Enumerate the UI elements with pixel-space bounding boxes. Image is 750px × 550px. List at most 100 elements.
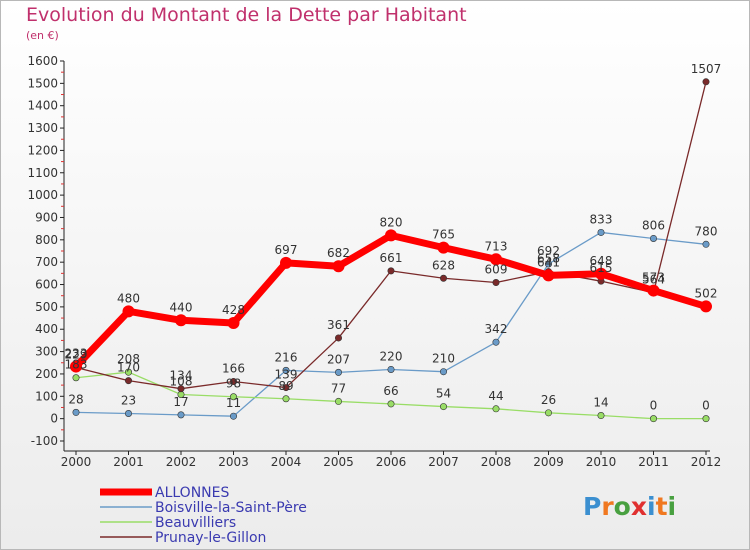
x-tick-label: 2005 [323, 455, 354, 469]
x-tick-label: 2003 [218, 455, 249, 469]
data-point [597, 228, 605, 236]
data-label: 14 [593, 396, 608, 410]
data-label: 697 [275, 243, 298, 257]
data-label: 134 [170, 369, 193, 383]
y-tick-label: 1600 [27, 54, 58, 68]
data-label: 233 [65, 347, 88, 361]
x-tick-label: 2012 [691, 455, 722, 469]
y-tick-label: 200 [35, 367, 58, 381]
data-point [702, 78, 710, 86]
data-point [175, 314, 187, 327]
data-point [125, 368, 133, 376]
data-label: 564 [642, 273, 665, 287]
chart-title: Evolution du Montant de la Dette par Hab… [26, 4, 467, 26]
logo-letter: P [583, 492, 601, 521]
logo-letter: t [656, 492, 668, 521]
data-point [332, 260, 345, 273]
y-tick-label: 300 [35, 345, 58, 359]
data-point [387, 267, 395, 275]
data-label: 166 [222, 362, 245, 376]
y-tick-label: 1100 [27, 166, 58, 180]
logo-letter: i [647, 492, 656, 521]
x-tick-label: 2010 [586, 455, 617, 469]
x-tick-label: 2002 [166, 455, 197, 469]
x-tick-label: 2006 [376, 455, 407, 469]
legend-label: Prunay-le-Gillon [155, 530, 266, 546]
data-point [702, 240, 710, 248]
data-label: 183 [65, 358, 88, 372]
y-tick-label: 0 [50, 412, 58, 426]
data-label: 66 [383, 384, 398, 398]
y-tick-label: -100 [31, 434, 58, 448]
y-tick-label: 1500 [27, 76, 58, 90]
data-point [439, 403, 447, 411]
data-label: 641 [537, 255, 560, 269]
data-point [647, 284, 660, 297]
data-point [282, 384, 290, 392]
data-point [177, 385, 185, 393]
data-point [125, 377, 133, 385]
legend-label: Beauvilliers [155, 515, 236, 531]
data-point [385, 229, 397, 242]
data-label: 28 [68, 392, 83, 406]
x-tick-label: 2007 [428, 455, 459, 469]
unit-label: (en €) [26, 29, 59, 42]
data-point [492, 279, 500, 287]
data-point [702, 415, 710, 423]
data-label: 661 [380, 251, 403, 265]
x-tick-label: 2011 [638, 455, 669, 469]
data-label: 170 [117, 361, 140, 375]
data-label: 98 [226, 377, 241, 391]
data-point [387, 400, 395, 408]
y-tick-label: 1400 [27, 99, 58, 113]
data-point [280, 256, 292, 269]
data-label: 108 [170, 375, 193, 389]
data-point [490, 253, 502, 266]
data-point [230, 412, 238, 420]
data-label: 11 [226, 396, 241, 410]
data-point [227, 316, 240, 329]
data-label: 23 [121, 394, 136, 408]
data-label: 342 [485, 322, 508, 336]
data-label: 216 [275, 350, 298, 364]
x-tick-label: 2009 [533, 455, 564, 469]
data-label: 615 [590, 261, 613, 275]
logo-letter: i [668, 492, 677, 521]
data-point [439, 368, 447, 376]
data-point [282, 366, 290, 374]
data-point [492, 405, 500, 413]
data-label: 0 [702, 399, 710, 413]
x-tick-label: 2004 [271, 455, 302, 469]
data-point [282, 395, 290, 403]
proxiti-logo: Proxiti [583, 492, 676, 521]
data-label: 0 [650, 399, 658, 413]
data-point [334, 334, 342, 342]
data-label: 44 [488, 389, 503, 403]
data-point [649, 234, 657, 242]
data-label: 648 [590, 254, 613, 268]
data-point [177, 411, 185, 419]
data-label: 682 [327, 246, 350, 260]
legend: ALLONNESBoisville-la-Saint-PèreBeauvilli… [100, 485, 307, 546]
data-label: 26 [541, 393, 556, 407]
data-point [125, 410, 133, 418]
data-label: 89 [278, 379, 293, 393]
data-point [72, 374, 80, 382]
data-point [70, 360, 82, 373]
data-label: 17 [173, 395, 188, 409]
data-label: 480 [117, 291, 140, 305]
data-point [700, 300, 712, 313]
data-point [122, 305, 135, 318]
data-label: 628 [432, 258, 455, 272]
y-tick-label: 500 [35, 300, 58, 314]
data-point [544, 409, 552, 417]
logo-letter: o [614, 492, 631, 521]
logo-letter: r [601, 492, 614, 521]
data-label: 229 [65, 347, 88, 361]
series-lines [70, 78, 712, 423]
data-point [334, 397, 342, 405]
data-point [597, 412, 605, 420]
x-tick-label: 2000 [61, 455, 92, 469]
